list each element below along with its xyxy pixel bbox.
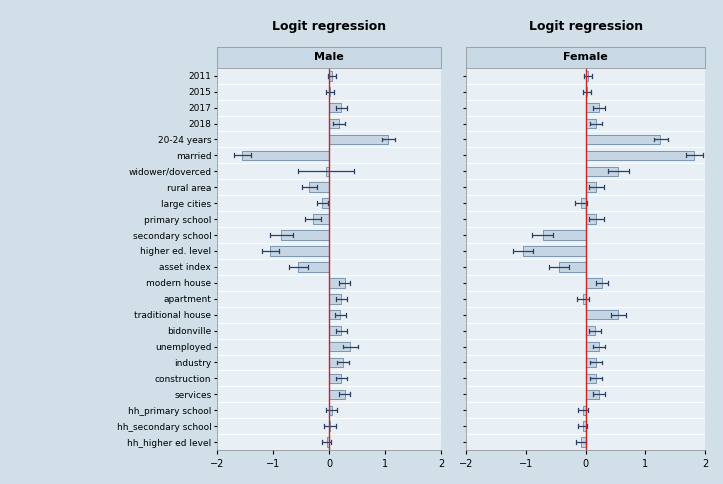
Text: Logit regression: Logit regression (272, 20, 386, 33)
Bar (329, 422, 330, 431)
Text: Male: Male (314, 52, 344, 62)
Bar (327, 438, 329, 447)
Bar (586, 278, 602, 287)
Bar (586, 358, 596, 367)
Bar (329, 278, 345, 287)
Bar (329, 119, 339, 128)
Bar (329, 135, 388, 144)
Bar (281, 230, 329, 240)
Bar (329, 326, 341, 335)
FancyBboxPatch shape (466, 47, 705, 68)
Bar (329, 103, 341, 112)
Bar (322, 198, 329, 208)
Bar (309, 182, 329, 192)
Bar (523, 246, 586, 256)
Bar (586, 151, 694, 160)
Bar (586, 342, 599, 351)
Bar (329, 310, 340, 319)
Bar (329, 358, 343, 367)
Bar (559, 262, 586, 272)
Bar (313, 214, 329, 224)
Bar (543, 230, 586, 240)
Text: Female: Female (563, 52, 608, 62)
Bar (329, 390, 345, 399)
Bar (583, 406, 586, 415)
Bar (586, 390, 599, 399)
Bar (586, 87, 587, 96)
FancyBboxPatch shape (217, 47, 441, 68)
Bar (329, 71, 332, 80)
Bar (581, 438, 586, 447)
Bar (242, 151, 329, 160)
Bar (586, 71, 588, 80)
Bar (586, 135, 660, 144)
Bar (586, 119, 596, 128)
Bar (586, 374, 596, 383)
Text: Logit regression: Logit regression (529, 20, 643, 33)
Bar (329, 294, 341, 303)
Bar (326, 166, 329, 176)
Bar (581, 198, 586, 208)
Bar (329, 342, 350, 351)
Bar (586, 310, 618, 319)
Bar (586, 182, 596, 192)
Bar (586, 166, 618, 176)
Bar (329, 374, 341, 383)
Bar (586, 326, 594, 335)
Bar (586, 103, 599, 112)
Bar (586, 214, 596, 224)
Bar (329, 406, 332, 415)
Bar (298, 262, 329, 272)
Bar (270, 246, 329, 256)
Bar (583, 422, 586, 431)
Bar (583, 294, 586, 303)
Bar (329, 87, 330, 96)
